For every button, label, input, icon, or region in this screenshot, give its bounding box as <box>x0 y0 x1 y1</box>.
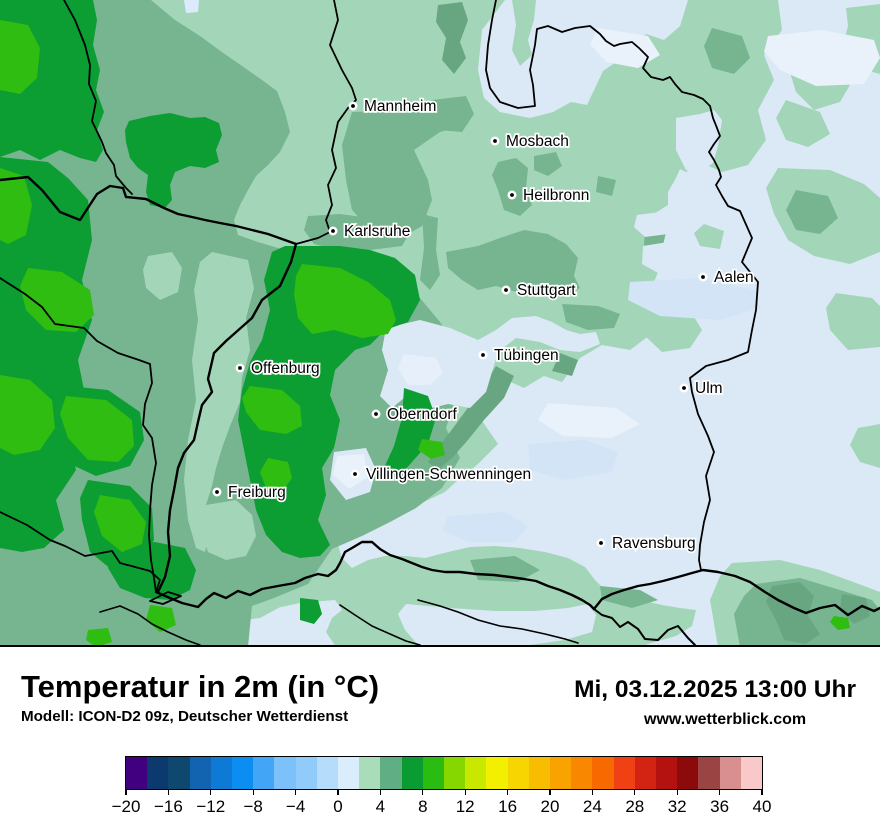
svg-text:Oberndorf: Oberndorf <box>387 406 457 423</box>
svg-text:Mannheim: Mannheim <box>364 98 436 115</box>
svg-text:Offenburg: Offenburg <box>251 360 320 377</box>
svg-text:Aalen: Aalen <box>714 269 754 286</box>
svg-text:Ulm: Ulm <box>695 380 723 397</box>
svg-text:Ravensburg: Ravensburg <box>612 535 696 552</box>
svg-text:Freiburg: Freiburg <box>228 484 286 501</box>
svg-text:Stuttgart: Stuttgart <box>517 282 576 299</box>
svg-text:Heilbronn: Heilbronn <box>523 187 589 204</box>
svg-text:Tübingen: Tübingen <box>494 347 559 364</box>
svg-text:Mosbach: Mosbach <box>506 133 569 150</box>
svg-text:Villingen-Schwenningen: Villingen-Schwenningen <box>366 466 531 483</box>
svg-text:Karlsruhe: Karlsruhe <box>344 223 410 240</box>
